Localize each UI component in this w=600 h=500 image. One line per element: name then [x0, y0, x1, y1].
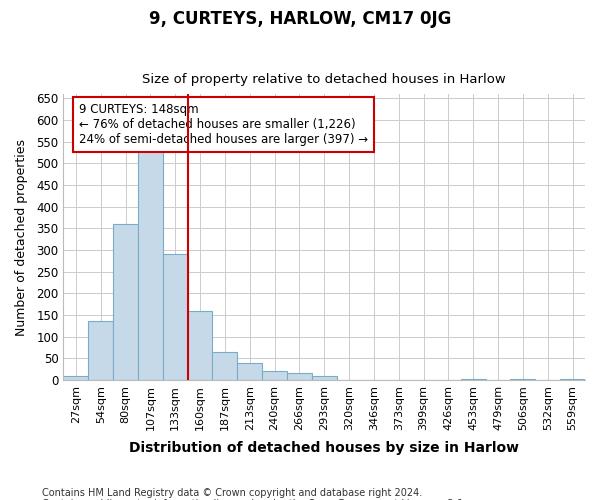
X-axis label: Distribution of detached houses by size in Harlow: Distribution of detached houses by size …	[129, 441, 519, 455]
Bar	[188, 312, 212, 380]
Bar	[88, 322, 113, 380]
Bar	[511, 379, 535, 380]
Text: Contains HM Land Registry data © Crown copyright and database right 2024.: Contains HM Land Registry data © Crown c…	[42, 488, 422, 498]
Bar	[64, 376, 88, 380]
Text: Contains public sector information licensed under the Open Government Licence v3: Contains public sector information licen…	[42, 499, 466, 500]
Bar	[312, 376, 337, 380]
Text: 9, CURTEYS, HARLOW, CM17 0JG: 9, CURTEYS, HARLOW, CM17 0JG	[149, 10, 451, 28]
Bar	[212, 352, 237, 380]
Bar	[163, 254, 188, 380]
Bar	[138, 148, 163, 380]
Bar	[113, 224, 138, 380]
Bar	[461, 379, 485, 380]
Bar	[287, 374, 312, 380]
Bar	[560, 379, 585, 380]
Text: 9 CURTEYS: 148sqm
← 76% of detached houses are smaller (1,226)
24% of semi-detac: 9 CURTEYS: 148sqm ← 76% of detached hous…	[79, 102, 368, 146]
Bar	[262, 371, 287, 380]
Bar	[237, 362, 262, 380]
Title: Size of property relative to detached houses in Harlow: Size of property relative to detached ho…	[142, 73, 506, 86]
Y-axis label: Number of detached properties: Number of detached properties	[15, 138, 28, 336]
